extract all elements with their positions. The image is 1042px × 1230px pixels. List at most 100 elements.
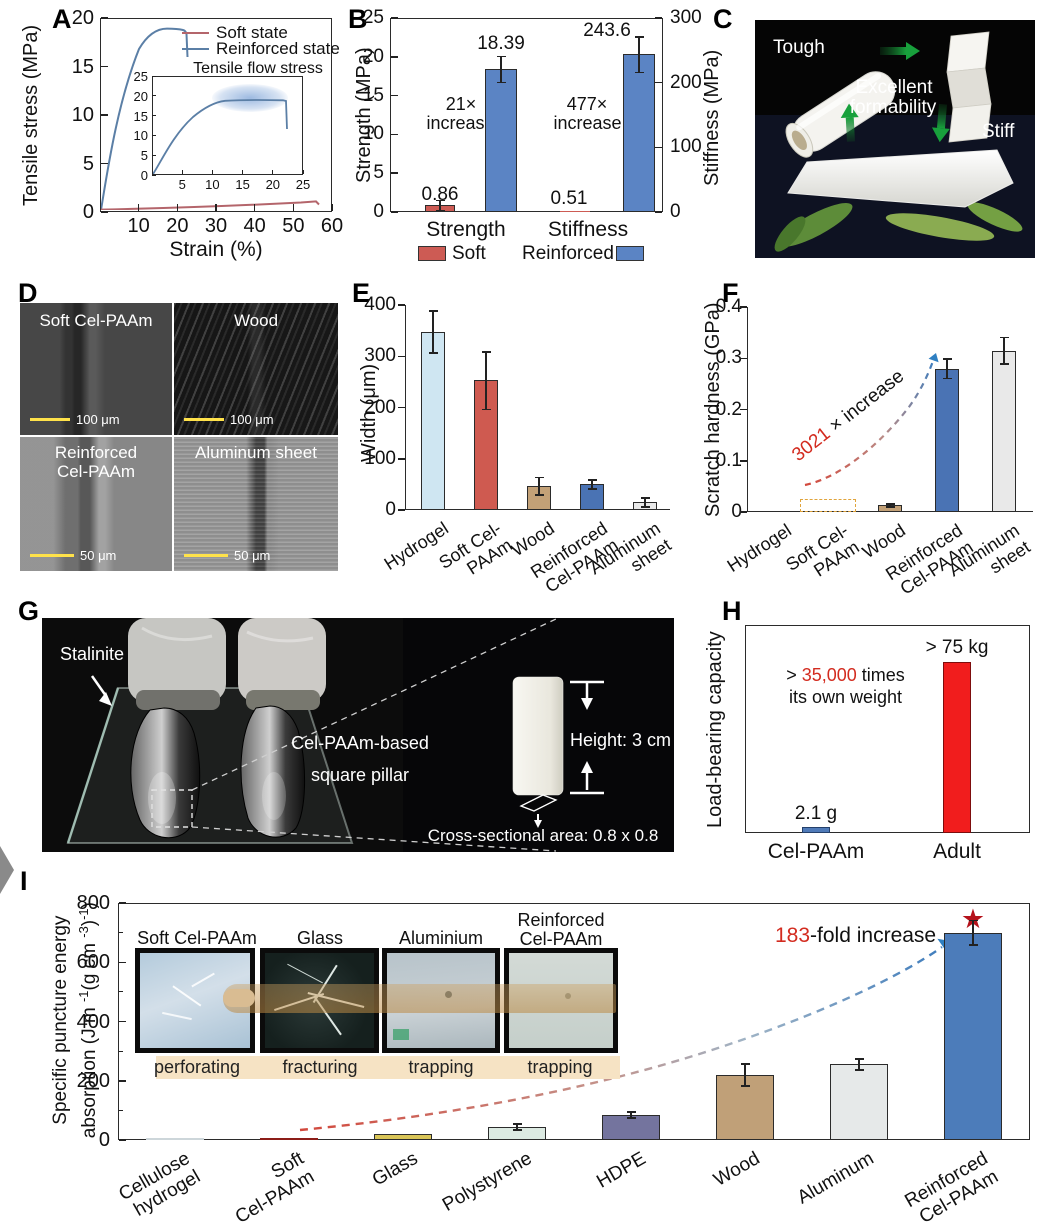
- reinforced-bar: [623, 54, 655, 212]
- data-bar: [260, 1138, 318, 1140]
- data-bar: [992, 350, 1016, 512]
- x-tick-label: 60: [320, 215, 344, 237]
- error-cap: [942, 358, 952, 360]
- error-bar: [591, 480, 593, 489]
- increase-factor: 183: [775, 924, 811, 947]
- y-tick: [119, 1020, 126, 1023]
- scale-bar: [184, 554, 228, 557]
- panel-g: G: [0, 595, 690, 860]
- error-cap: [481, 408, 491, 411]
- y-tick: [740, 357, 747, 359]
- small-arrow-down-icon: [534, 820, 542, 828]
- y-tick: [119, 1080, 126, 1082]
- x-tick-label: 40: [243, 215, 266, 237]
- y-tick: [119, 902, 126, 904]
- sock-cuff: [136, 690, 220, 710]
- increase-annotation: increase: [426, 113, 495, 133]
- y-tick: [655, 211, 662, 213]
- panel-h-label: H: [722, 596, 742, 626]
- x-tick-label: 50: [282, 215, 305, 237]
- measure-arrow-down-icon: [581, 698, 593, 710]
- y-tick-label: 0.3: [715, 347, 742, 369]
- y-tick: [391, 94, 398, 97]
- y-tick: [101, 17, 108, 19]
- y-tick: [391, 172, 398, 174]
- reinforced-state-curve: [101, 27, 189, 210]
- error-cap: [968, 944, 978, 946]
- error-bar: [1003, 337, 1005, 364]
- inset-label: Reinforced: [517, 910, 605, 930]
- weight-annotation-line1: > 35,000 times: [786, 665, 905, 685]
- group-label-strength: Strength: [426, 218, 506, 241]
- inset-y-tick-label: 15: [133, 108, 148, 124]
- error-cap: [626, 1117, 636, 1119]
- y-tick-label: 20: [71, 7, 94, 29]
- data-bar: [146, 1138, 204, 1140]
- inset-x-tick-label: 20: [265, 177, 281, 192]
- x-category-label: Reinforced Cel-PAAm: [868, 1148, 1002, 1230]
- x-category-label: Cel-PAAm: [767, 840, 865, 863]
- pillar-caption-line1: Cel-PAAm-based: [291, 733, 429, 753]
- panel-h: H Load-bearing capacity 2.1 g > 75 kg > …: [690, 595, 1042, 895]
- y-tick-label: 0: [82, 201, 94, 223]
- cross-section-outline: [519, 794, 558, 812]
- y-tick-label: 0.2: [715, 398, 742, 420]
- error-cap: [740, 1085, 750, 1087]
- error-cap: [999, 336, 1009, 339]
- bar-value-label: 0.86: [421, 184, 459, 205]
- sem-soft-cel-paam: Soft Cel-PAAm 100 μm: [20, 303, 172, 435]
- error-bar: [744, 1064, 746, 1086]
- error-bar: [538, 477, 540, 495]
- legend-reinforced-swatch: [616, 246, 644, 261]
- panel-h-plot-frame: [745, 625, 1030, 833]
- inset-y-tick: [152, 154, 156, 156]
- error-cap: [640, 506, 650, 508]
- error-cap: [435, 199, 445, 202]
- x-category-label: Adult: [933, 840, 981, 863]
- inset-label: Soft Cel-PAAm: [137, 928, 257, 948]
- y-tick-label-left: 0: [373, 201, 384, 222]
- y-tick: [740, 306, 747, 308]
- puncture-rod: [223, 984, 616, 1013]
- sem-label: Soft Cel-PAAm: [39, 311, 153, 330]
- x-tick: [331, 204, 333, 211]
- y-tick-label: 0.4: [715, 296, 742, 317]
- increase-text: -fold increase: [810, 924, 937, 947]
- sem-grid: Soft Cel-PAAm 100 μm Wood 100 μm Reinfor…: [20, 303, 338, 571]
- sem-reinforced-cel-paam: Reinforced Cel-PAAm 50 μm: [20, 437, 172, 571]
- error-cap: [496, 55, 506, 58]
- y-tick-label: 400: [76, 1010, 110, 1033]
- error-cap: [634, 36, 644, 38]
- inset-y-tick-label: 10: [133, 128, 148, 144]
- panel-e: E Width (μm) 0 100 200 300 400 Hydrogel Soft C…: [340, 275, 690, 597]
- inset-y-tick: [152, 174, 156, 176]
- error-cap: [435, 209, 445, 212]
- error-bar: [485, 352, 487, 409]
- tough-label: Tough: [773, 37, 825, 58]
- legend-soft-label: Soft: [452, 243, 486, 264]
- inset-caption: trapping: [527, 1057, 593, 1077]
- y-tick-label-left: 5: [373, 162, 384, 184]
- bar-value-label: 0.51: [550, 188, 588, 209]
- pillar-caption-line2: square pillar: [310, 765, 410, 785]
- callout-box: [151, 789, 193, 828]
- panel-i: I Specific puncture energy absorption (J…: [0, 846, 1042, 1230]
- y-minor-tick: [119, 991, 123, 993]
- panel-i-label: I: [20, 866, 28, 896]
- soft-bar: [560, 210, 590, 212]
- panel-a-curves: [101, 27, 320, 210]
- sem-wood: Wood 100 μm: [174, 303, 338, 435]
- arrow-down-icon: [931, 103, 950, 143]
- y-tick: [398, 509, 405, 511]
- x-tick-label: 20: [166, 215, 189, 237]
- inset-x-tick: [242, 170, 244, 174]
- panel-e-label: E: [352, 278, 371, 308]
- panel-c-label: C: [713, 4, 733, 34]
- y-tick-label-right: 0: [670, 201, 681, 222]
- panel-i-plot-frame: [118, 903, 1030, 1140]
- x-category-label: HDPE: [526, 1148, 649, 1230]
- inset-label: Cel-PAAm: [519, 929, 603, 949]
- legend-reinforced-line: [182, 48, 209, 51]
- y-tick-label: 15: [71, 55, 94, 78]
- panel-f-axes: [747, 307, 1033, 512]
